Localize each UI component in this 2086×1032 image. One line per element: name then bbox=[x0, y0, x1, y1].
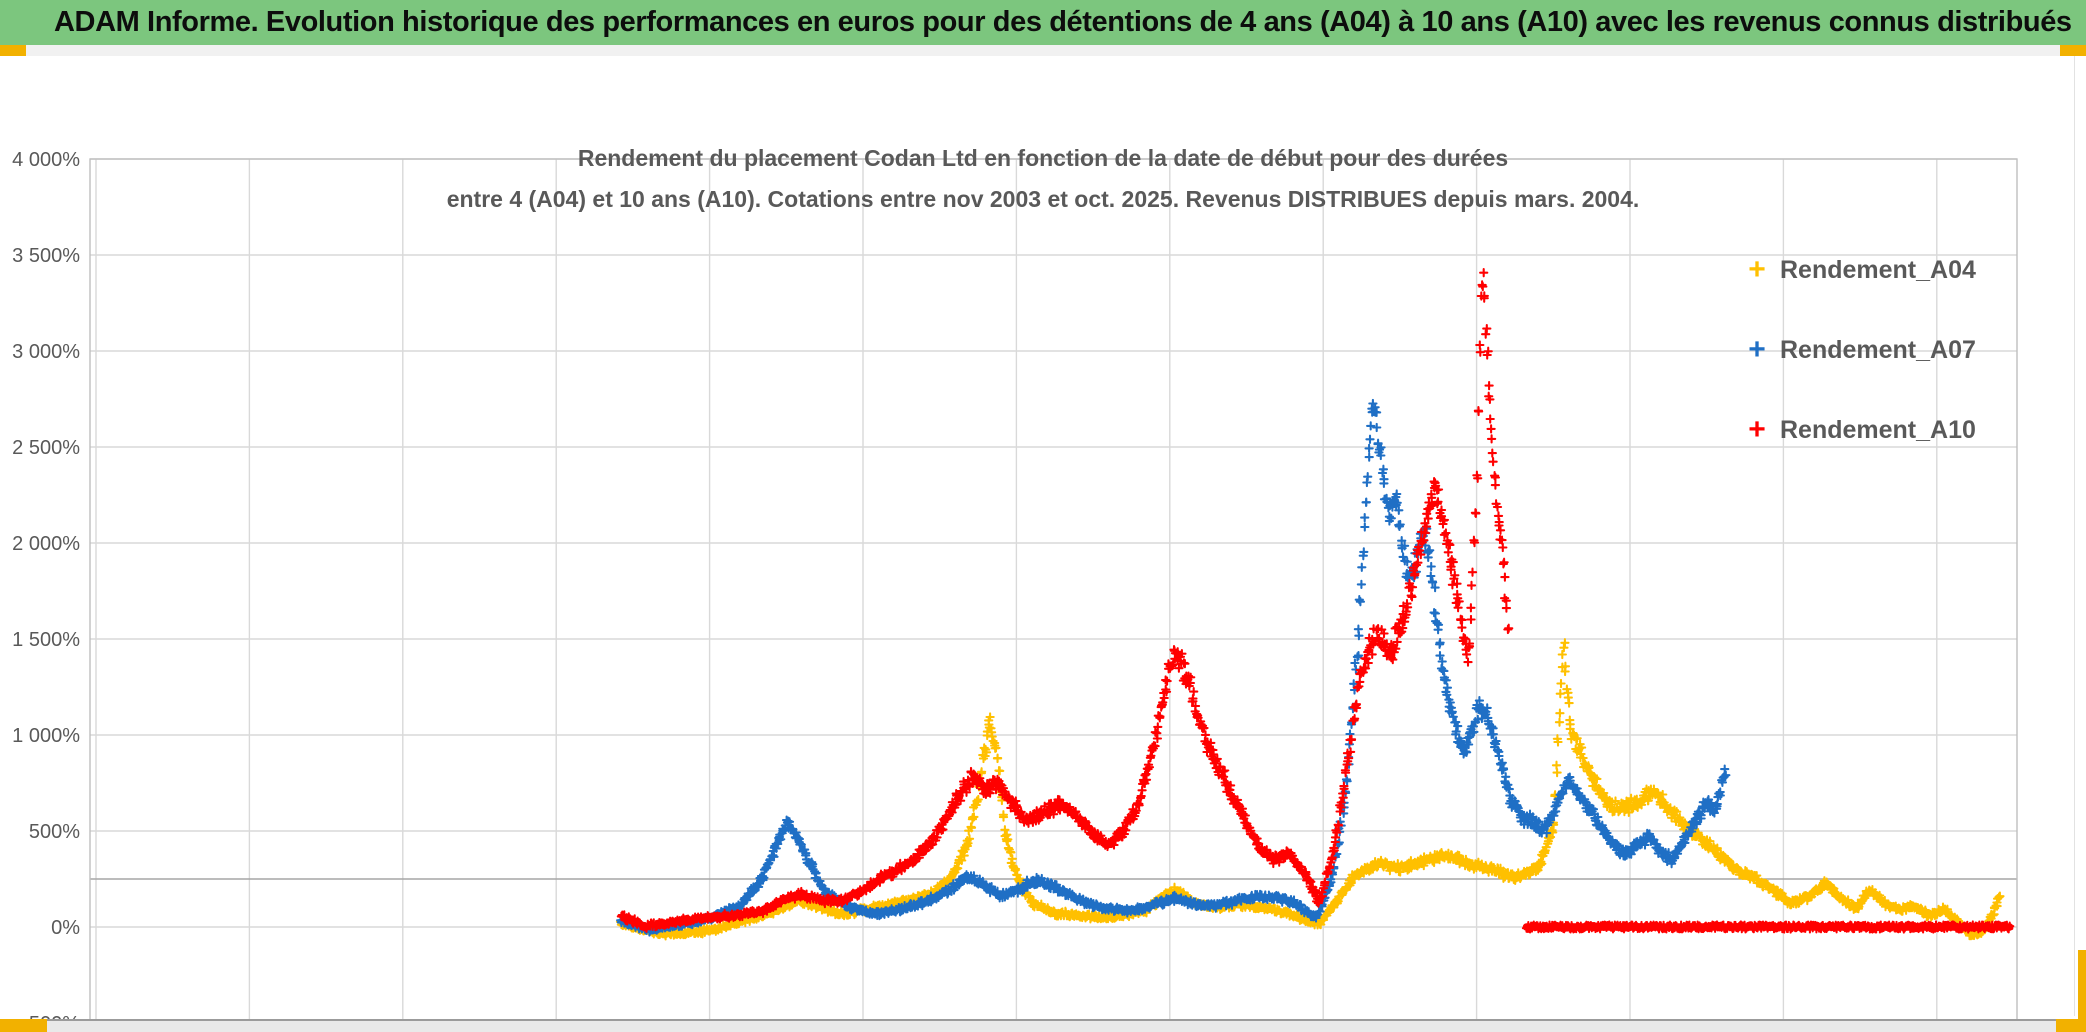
amber-corner-accent-top-right bbox=[2060, 45, 2086, 56]
legend-item-rendement-a10[interactable]: + Rendement_A10 bbox=[1742, 412, 2002, 448]
document-header-bar: ADAM Informe. Evolution historique des p… bbox=[0, 0, 2086, 45]
chart-object[interactable]: 4 000% 3 500% 3 000% 2 500% 2 000% 1 500% 1 00… bbox=[0, 56, 2086, 1032]
chart-legend: + Rendement_A04 + Rendement_A07 + Rendem… bbox=[1742, 252, 2002, 492]
amber-right-border bbox=[2078, 950, 2086, 1032]
legend-label-a10: Rendement_A10 bbox=[1780, 415, 1976, 444]
y-tick-label: 1 000% bbox=[12, 725, 80, 747]
chart-right-edge-line bbox=[2074, 56, 2075, 1016]
legend-marker-a04-icon: + bbox=[1748, 253, 1766, 286]
y-tick-label: 4 000% bbox=[12, 149, 80, 171]
y-tick-label: 2 000% bbox=[12, 533, 80, 555]
y-tick-label: 3 000% bbox=[12, 341, 80, 363]
amber-corner-accent-bottom-left bbox=[0, 1019, 47, 1032]
document-title: ADAM Informe. Evolution historique des p… bbox=[54, 6, 2072, 38]
plot-area[interactable]: 4 000% 3 500% 3 000% 2 500% 2 000% 1 500% 1 00… bbox=[0, 56, 2086, 1032]
legend-item-rendement-a04[interactable]: + Rendement_A04 bbox=[1742, 252, 2002, 288]
legend-marker-a07-icon: + bbox=[1748, 333, 1766, 366]
bottom-status-strip bbox=[0, 1019, 2086, 1032]
series-Rendement_A07[interactable] bbox=[616, 398, 1731, 937]
legend-item-rendement-a07[interactable]: + Rendement_A07 bbox=[1742, 332, 2002, 368]
legend-marker-a10-icon: + bbox=[1748, 413, 1766, 446]
legend-label-a07: Rendement_A07 bbox=[1780, 335, 1976, 364]
legend-label-a04: Rendement_A04 bbox=[1780, 255, 1976, 284]
y-tick-label: 3 500% bbox=[12, 245, 80, 267]
y-tick-label: 1 500% bbox=[12, 629, 80, 651]
series-Rendement_A10[interactable] bbox=[616, 268, 2015, 934]
y-tick-label: 2 500% bbox=[12, 437, 80, 459]
y-tick-label: 500% bbox=[29, 821, 80, 843]
amber-corner-accent-top-left bbox=[0, 45, 26, 56]
y-tick-label: 0% bbox=[51, 917, 80, 939]
